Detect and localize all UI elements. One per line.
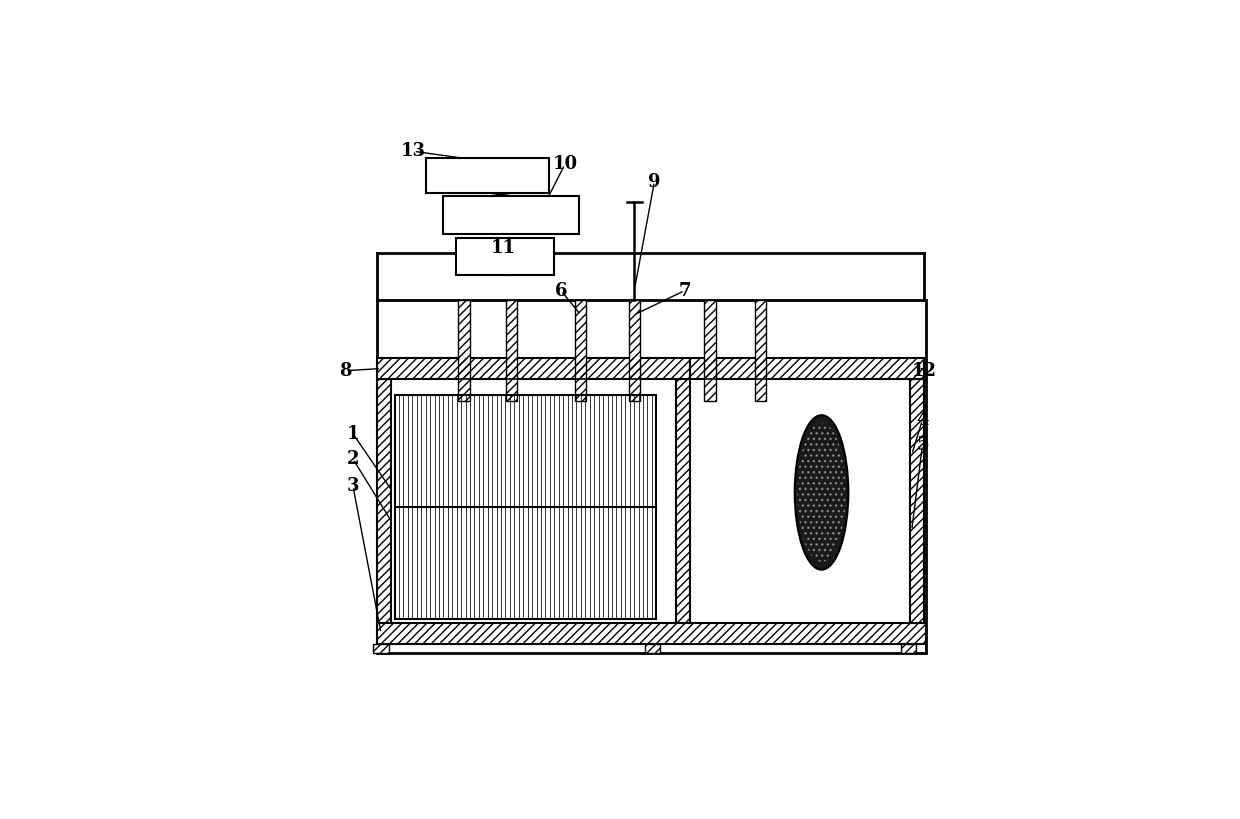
Text: 1: 1 (347, 425, 360, 443)
Bar (459, 300, 470, 401)
Bar (704, 300, 715, 401)
Bar (677, 379, 691, 623)
Bar (394, 395, 656, 618)
Bar (645, 644, 661, 654)
Bar (900, 644, 916, 654)
Bar (459, 300, 470, 401)
Text: 9: 9 (649, 173, 661, 191)
Bar (575, 300, 587, 401)
Bar (755, 300, 766, 401)
Text: 11: 11 (491, 239, 516, 257)
Bar (456, 238, 553, 275)
Text: 12: 12 (911, 362, 937, 380)
Bar (629, 300, 640, 401)
Bar (377, 379, 391, 623)
Text: 3: 3 (347, 477, 360, 495)
Bar (645, 644, 661, 654)
Bar (377, 379, 391, 623)
Bar (755, 300, 766, 401)
Text: 10: 10 (552, 156, 578, 174)
Bar (704, 300, 715, 401)
Text: 2: 2 (347, 450, 360, 468)
Text: 8: 8 (340, 362, 352, 380)
Bar (629, 300, 640, 401)
Bar (910, 379, 924, 623)
Bar (900, 644, 916, 654)
Bar (377, 623, 925, 644)
Bar (506, 300, 517, 401)
Bar (377, 358, 691, 379)
Bar (506, 300, 517, 401)
Bar (691, 358, 924, 379)
Bar (427, 158, 549, 193)
Bar (377, 358, 691, 379)
Text: 6: 6 (554, 282, 568, 300)
Bar (373, 644, 389, 654)
Bar (377, 300, 925, 654)
Bar (910, 379, 924, 623)
Bar (377, 623, 925, 644)
Text: 13: 13 (401, 143, 427, 161)
Text: 5: 5 (916, 437, 929, 454)
Bar (677, 379, 691, 623)
Ellipse shape (795, 415, 848, 570)
Text: 7: 7 (678, 282, 691, 300)
Text: 4: 4 (916, 411, 929, 429)
Bar (443, 196, 579, 234)
Bar (691, 358, 924, 379)
Bar (373, 644, 389, 654)
Bar (575, 300, 587, 401)
